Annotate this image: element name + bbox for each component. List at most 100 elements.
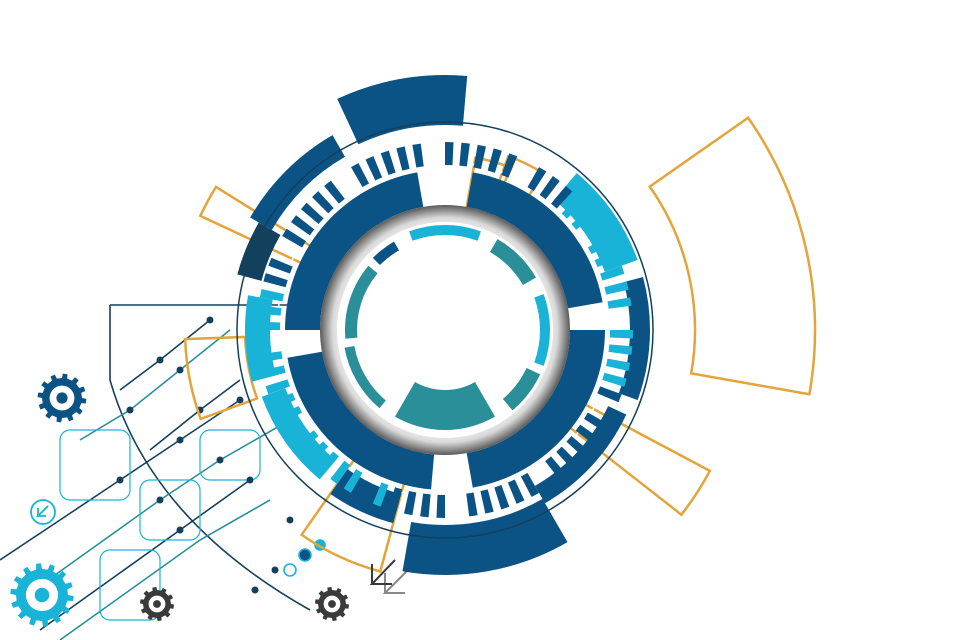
- tick: [372, 482, 389, 507]
- tick: [261, 365, 286, 379]
- tick: [436, 494, 445, 518]
- tick: [306, 441, 329, 463]
- circuit-node-icon: [116, 476, 124, 484]
- tick: [480, 489, 494, 514]
- circuit-line: [79, 329, 231, 441]
- circuit-node-icon: [236, 396, 244, 404]
- center-white: [337, 222, 553, 438]
- tick: [257, 321, 281, 330]
- inner-segment: [395, 381, 495, 430]
- tick: [501, 153, 518, 178]
- tick: [268, 257, 293, 274]
- tick: [282, 228, 306, 248]
- tick: [566, 436, 590, 458]
- tick: [324, 180, 345, 204]
- tick: [602, 372, 627, 387]
- tick: [445, 142, 454, 166]
- tick: [257, 305, 282, 316]
- tick: [265, 379, 290, 395]
- tick: [604, 281, 629, 295]
- tick: [473, 144, 487, 169]
- circuit-board: [139, 479, 201, 541]
- circuit-node-icon: [156, 496, 164, 504]
- tick: [420, 493, 431, 518]
- tick: [459, 142, 470, 167]
- tick: [343, 469, 363, 493]
- ring-outline: [236, 121, 654, 539]
- inner-segment: [345, 265, 378, 339]
- tick: [259, 288, 284, 302]
- gear-icon: [314, 586, 350, 622]
- tick: [403, 491, 417, 516]
- tick: [556, 446, 578, 469]
- tick: [258, 351, 283, 363]
- circuit-node-icon: [298, 548, 312, 562]
- circuit-node-icon: [126, 406, 134, 414]
- tick: [380, 150, 396, 175]
- circuit-node-icon: [176, 436, 184, 444]
- tick: [300, 202, 324, 224]
- gear-icon: [139, 586, 175, 622]
- tick: [607, 297, 632, 309]
- inner-segment: [409, 224, 481, 241]
- tick: [545, 456, 566, 480]
- tick: [571, 209, 595, 230]
- circuit-node-icon: [246, 476, 254, 484]
- circuit-node-icon: [216, 456, 224, 464]
- circuit-node-icon: [283, 563, 297, 577]
- tick: [551, 185, 573, 209]
- tick: [606, 358, 631, 372]
- tick: [412, 143, 424, 168]
- tick: [575, 424, 600, 445]
- tick: [609, 330, 633, 339]
- circuit-node-icon: [286, 516, 294, 524]
- tick: [365, 156, 383, 181]
- tick: [290, 215, 315, 236]
- circuit-node-icon: [156, 356, 164, 364]
- tick: [539, 175, 560, 200]
- orange-wedge: [183, 335, 259, 421]
- ring-segment: [554, 172, 638, 272]
- circuit-node-icon: [176, 366, 184, 374]
- tick: [312, 191, 334, 214]
- arrow-icon: [30, 499, 56, 525]
- circuit-line: [119, 319, 211, 391]
- ring-segment: [466, 172, 603, 309]
- tick: [561, 197, 584, 219]
- tick: [278, 405, 303, 424]
- tick: [587, 236, 612, 255]
- tick: [466, 492, 478, 517]
- tick: [584, 412, 608, 432]
- tick-marks: [257, 142, 633, 518]
- tick: [600, 265, 625, 281]
- tick: [388, 487, 403, 512]
- inner-segment: [344, 345, 386, 409]
- inner-segment: [372, 241, 399, 265]
- inner-segments: [344, 224, 550, 430]
- gear-icon: [10, 563, 74, 627]
- circuit-line: [59, 499, 271, 640]
- circuit-line: [39, 479, 251, 631]
- tick: [494, 485, 510, 510]
- tick: [351, 163, 370, 188]
- inner-segment: [534, 294, 550, 366]
- ring-segment: [402, 498, 568, 575]
- circuit-board: [99, 549, 161, 621]
- tick: [487, 148, 502, 173]
- tick: [507, 479, 525, 504]
- tick: [295, 430, 319, 451]
- arrow-icon: [369, 559, 409, 594]
- circuit-node-icon: [251, 586, 259, 594]
- ring-segment: [466, 330, 605, 488]
- tick: [263, 273, 288, 288]
- tick: [317, 451, 339, 475]
- circuit-node-icon: [271, 566, 279, 574]
- tick: [271, 392, 296, 410]
- ring-segment: [285, 172, 424, 330]
- orange-wedge: [648, 116, 817, 396]
- tick: [608, 344, 633, 355]
- inner-segment: [490, 239, 536, 285]
- circuit-lines: [0, 304, 326, 640]
- circuit-board: [199, 429, 261, 481]
